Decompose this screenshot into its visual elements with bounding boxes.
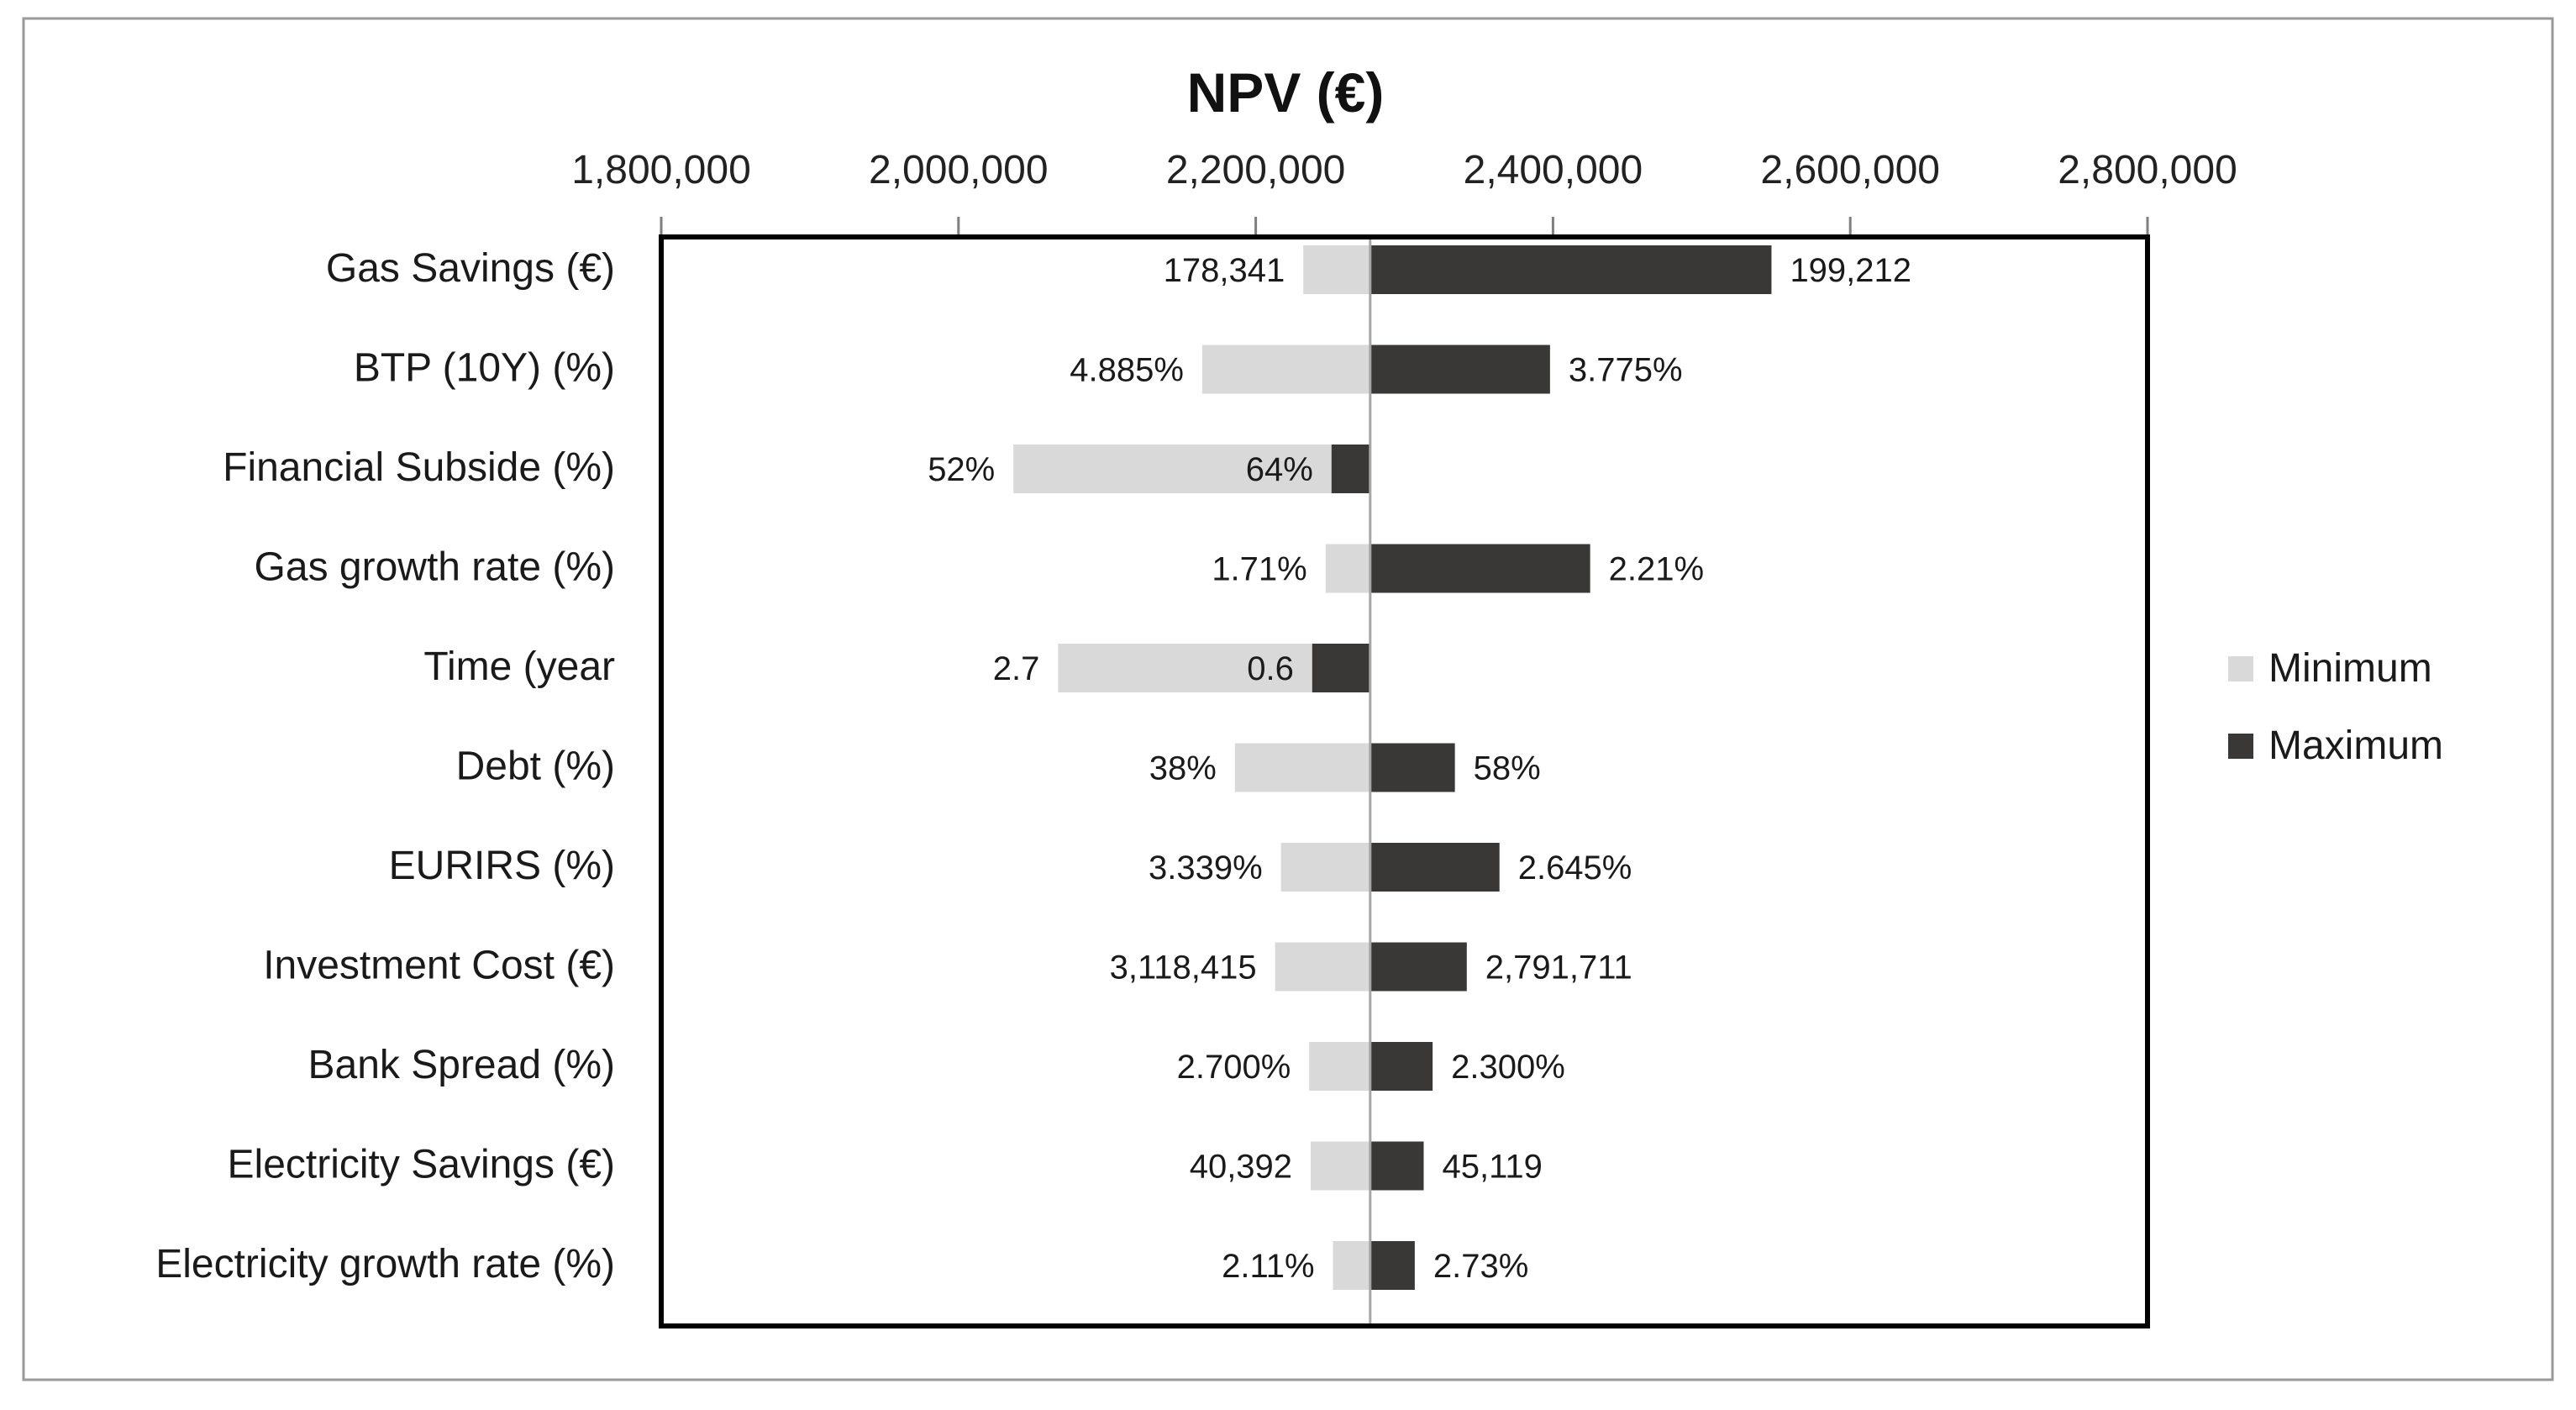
data-label-minimum: 2.7 (993, 650, 1040, 687)
data-label-minimum: 40,392 (1190, 1149, 1292, 1186)
data-label-maximum: 2,791,711 (1485, 950, 1632, 986)
bar-maximum (1331, 445, 1370, 493)
legend-swatch-maximum (2228, 734, 2253, 759)
bar-minimum (1201, 345, 1370, 394)
axis-tick-label: 2,600,000 (1760, 148, 1940, 192)
data-label-minimum: 3.339% (1149, 850, 1263, 887)
data-label-maximum: 58% (1474, 750, 1541, 787)
bar-maximum (1369, 1141, 1424, 1191)
category-label: Bank Spread (%) (308, 1043, 615, 1087)
chart-title: NPV (€) (1187, 61, 1385, 124)
data-label-minimum: 1.71% (1212, 551, 1306, 588)
bar-minimum (1311, 1141, 1370, 1191)
outer-frame (22, 17, 2554, 1381)
data-label-maximum: 2.645% (1518, 850, 1632, 887)
category-label: Debt (%) (456, 744, 615, 789)
axis-tick-label: 2,400,000 (1464, 148, 1643, 192)
bars (1013, 245, 1772, 1290)
category-label: Time (year (423, 644, 615, 689)
data-label-maximum: 0.6 (1247, 650, 1294, 687)
data-label-maximum: 2.73% (1433, 1248, 1528, 1285)
data-label-minimum: 4.885% (1070, 352, 1184, 389)
bar-maximum (1369, 743, 1455, 792)
bar-minimum (1309, 1042, 1370, 1091)
category-label: Investment Cost (€) (263, 944, 615, 988)
bar-minimum (1303, 245, 1370, 294)
category-label: Electricity growth rate (%) (155, 1242, 615, 1286)
bar-maximum (1369, 843, 1500, 892)
data-label-maximum: 199,212 (1790, 252, 1911, 289)
bar-minimum (1333, 1241, 1370, 1290)
bar-minimum (1275, 942, 1370, 992)
bar-maximum (1369, 1241, 1415, 1290)
axis-tick-label: 2,200,000 (1166, 148, 1346, 192)
legend-label-maximum: Maximum (2268, 723, 2443, 768)
data-label-minimum: 178,341 (1164, 252, 1285, 289)
data-label-maximum: 64% (1246, 451, 1313, 488)
axis-tick-label: 1,800,000 (571, 148, 751, 192)
legend-swatch-minimum (2228, 656, 2253, 681)
category-label: Gas Savings (€) (326, 246, 615, 291)
bar-maximum (1369, 245, 1772, 294)
category-label: Electricity Savings (€) (228, 1143, 615, 1187)
plot-area-border (659, 234, 2150, 1328)
data-label-minimum: 2.11% (1222, 1248, 1314, 1285)
bar-maximum (1369, 942, 1467, 992)
axis-ticks: 1,800,000 2,000,000 2,200,000 2,400,000 2,60… (571, 148, 2237, 237)
bar-maximum (1312, 644, 1370, 692)
category-labels: Gas Savings (€) BTP (10Y) (%) Financial Su… (155, 246, 615, 1286)
bar-minimum (1013, 445, 1370, 493)
data-label-maximum: 3.775% (1569, 352, 1683, 389)
bar-maximum (1369, 1042, 1433, 1091)
bar-maximum (1369, 544, 1590, 593)
data-label-minimum: 3,118,415 (1110, 950, 1257, 986)
category-label: Gas growth rate (%) (255, 545, 615, 590)
data-labels: 178,341 199,212 4.885% 3.775% 52% 64% 1.71% 2.2… (928, 252, 1911, 1285)
data-label-maximum: 2.21% (1609, 551, 1704, 588)
data-label-maximum: 45,119 (1442, 1149, 1542, 1186)
data-label-minimum: 38% (1149, 750, 1217, 787)
category-label: Financial Subside (%) (223, 445, 615, 490)
bar-minimum (1234, 743, 1370, 792)
category-label: BTP (10Y) (%) (354, 346, 615, 391)
bar-minimum (1325, 544, 1370, 593)
axis-tick-label: 2,800,000 (2058, 148, 2237, 192)
legend-label-minimum: Minimum (2268, 646, 2432, 691)
data-label-minimum: 2.700% (1177, 1049, 1291, 1086)
category-label: EURIRS (%) (389, 844, 615, 888)
data-label-minimum: 52% (928, 451, 995, 488)
legend: Minimum Maximum (2228, 646, 2443, 768)
bar-maximum (1369, 345, 1550, 394)
data-label-maximum: 2.300% (1451, 1049, 1565, 1086)
axis-tick-label: 2,000,000 (869, 148, 1049, 192)
bar-minimum (1280, 843, 1370, 892)
